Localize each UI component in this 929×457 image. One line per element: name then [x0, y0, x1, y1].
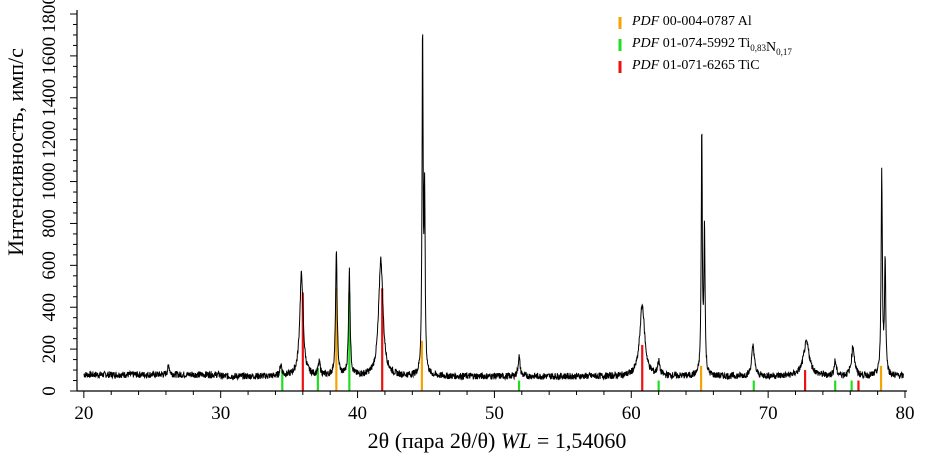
- legend-phase-element: TiC: [738, 58, 759, 73]
- y-tick-label: 200: [39, 335, 60, 364]
- y-tick-label: 1000: [39, 163, 60, 201]
- legend-pdf-code: 01-071-6265: [659, 58, 738, 73]
- y-axis-ticks: 0 200 400 600 800 1000 1200 1400 1600 1800: [39, 0, 77, 396]
- y-axis-title: Интенсивность, имп/с: [3, 48, 28, 256]
- y-tick-label: 800: [39, 209, 60, 238]
- y-tick-label: 0: [39, 386, 60, 396]
- x-tick-label: 70: [759, 403, 778, 424]
- x-tick-label: 80: [896, 403, 915, 424]
- legend-phase-element: N: [766, 40, 776, 55]
- x-axis-title-prefix: 2θ (пара 2θ/θ): [368, 428, 501, 453]
- legend-entry: PDF 01-071-6265 TiC: [631, 58, 760, 73]
- x-tick-label: 40: [348, 403, 367, 424]
- y-tick-label: 1400: [39, 79, 60, 117]
- legend-phase-element: Al: [738, 14, 752, 29]
- legend-phase-subscript: 0,83: [750, 43, 766, 53]
- legend-phase-subscript: 0,17: [776, 47, 792, 57]
- legend-pdf-label: PDF: [631, 58, 660, 73]
- y-tick-label: 1800: [39, 0, 60, 33]
- x-axis-title-suffix: = 1,54060: [531, 428, 626, 453]
- x-tick-label: 50: [485, 403, 504, 424]
- legend-entry: PDF 00-004-0787 Al: [631, 14, 752, 29]
- diffraction-trace: [83, 34, 904, 381]
- legend-phase-element: Ti: [738, 36, 750, 51]
- x-axis-ticks: 20 30 40 50 60 70 80: [74, 391, 915, 424]
- legend-pdf-code: 01-074-5992: [659, 36, 738, 51]
- legend-entry: PDF 01-074-5992 Ti0,83N0,17: [631, 36, 792, 57]
- x-tick-label: 60: [622, 403, 641, 424]
- y-tick-label: 600: [39, 251, 60, 280]
- legend-pdf-label: PDF: [631, 14, 660, 29]
- legend-pdf-label: PDF: [631, 36, 660, 51]
- plot-area: [83, 34, 904, 391]
- x-axis-title-italic: WL: [501, 428, 532, 453]
- legend-pdf-code: 00-004-0787: [659, 14, 738, 29]
- y-tick-label: 1600: [39, 37, 60, 75]
- x-axis-title: 2θ (пара 2θ/θ) WL = 1,54060: [368, 428, 627, 453]
- axes: 20 30 40 50 60 70 80 0 200 400 600 800 1000 1200 1400…: [39, 0, 915, 424]
- x-tick-label: 20: [74, 403, 93, 424]
- y-tick-label: 400: [39, 293, 60, 322]
- x-tick-label: 30: [211, 403, 230, 424]
- y-tick-label: 1200: [39, 121, 60, 159]
